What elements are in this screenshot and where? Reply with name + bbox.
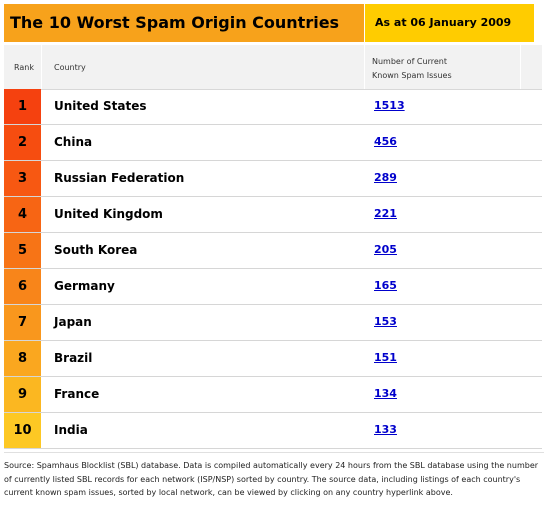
spam-count-link[interactable]: 289 <box>374 171 397 184</box>
column-separator <box>364 45 365 89</box>
rank-badge: 4 <box>4 197 41 232</box>
country-name: China <box>54 135 93 149</box>
title-cell: The 10 Worst Spam Origin Countries <box>4 4 364 42</box>
column-separator <box>520 45 521 89</box>
column-separator <box>41 45 42 89</box>
spam-count-link[interactable]: 134 <box>374 387 397 400</box>
rank-badge: 3 <box>4 161 41 196</box>
country-column-header: Country <box>54 63 86 72</box>
spam-count-link[interactable]: 205 <box>374 243 397 256</box>
rank-badge: 5 <box>4 233 41 268</box>
country-name: United Kingdom <box>54 207 163 221</box>
count-header-line2: Known Spam Issues <box>372 71 452 80</box>
country-name: Brazil <box>54 351 93 365</box>
table-row: 4 United Kingdom 221 <box>4 197 542 233</box>
country-name: United States <box>54 99 147 113</box>
table-row: 6 Germany 165 <box>4 269 542 305</box>
rank-badge: 9 <box>4 377 41 412</box>
spam-count-link[interactable]: 153 <box>374 315 397 328</box>
date-cell: As at 06 January 2009 <box>365 4 534 42</box>
count-header-line1: Number of Current <box>372 57 447 66</box>
table-row: 1 United States 1513 <box>4 89 542 125</box>
spam-count-link[interactable]: 1513 <box>374 99 405 112</box>
rank-badge: 2 <box>4 125 41 160</box>
spam-count-link[interactable]: 133 <box>374 423 397 436</box>
country-name: Russian Federation <box>54 171 185 185</box>
country-name: France <box>54 387 100 401</box>
table-row: 2 China 456 <box>4 125 542 161</box>
spam-count-link[interactable]: 221 <box>374 207 397 220</box>
spam-count-link[interactable]: 151 <box>374 351 397 364</box>
table-row: 5 South Korea 205 <box>4 233 542 269</box>
table-row: 8 Brazil 151 <box>4 341 542 377</box>
column-headers: Rank Country Number of Current Known Spa… <box>4 44 542 90</box>
table-row: 10 India 133 <box>4 413 542 449</box>
rank-badge: 6 <box>4 269 41 304</box>
rank-badge: 1 <box>4 89 41 124</box>
table-header: The 10 Worst Spam Origin Countries As at… <box>4 4 542 42</box>
as-of-date: As at 06 January 2009 <box>375 16 512 29</box>
country-name: Japan <box>54 315 92 329</box>
spam-count-link[interactable]: 165 <box>374 279 397 292</box>
rank-badge: 8 <box>4 341 41 376</box>
table-row: 3 Russian Federation 289 <box>4 161 542 197</box>
table-row: 7 Japan 153 <box>4 305 542 341</box>
rank-badge: 10 <box>4 413 41 448</box>
country-name: South Korea <box>54 243 138 257</box>
spam-count-link[interactable]: 456 <box>374 135 397 148</box>
table-row: 9 France 134 <box>4 377 542 413</box>
divider <box>4 452 544 453</box>
source-note: Source: Spamhaus Blocklist (SBL) databas… <box>4 461 539 497</box>
page-title: The 10 Worst Spam Origin Countries <box>10 13 340 32</box>
rank-badge: 7 <box>4 305 41 340</box>
ranking-table: 1 United States 1513 2 China 456 3 Russi… <box>4 89 542 449</box>
rank-column-header: Rank <box>14 63 34 72</box>
count-column-header: Number of Current Known Spam Issues <box>372 55 452 83</box>
country-name: India <box>54 423 88 437</box>
country-name: Germany <box>54 279 115 293</box>
